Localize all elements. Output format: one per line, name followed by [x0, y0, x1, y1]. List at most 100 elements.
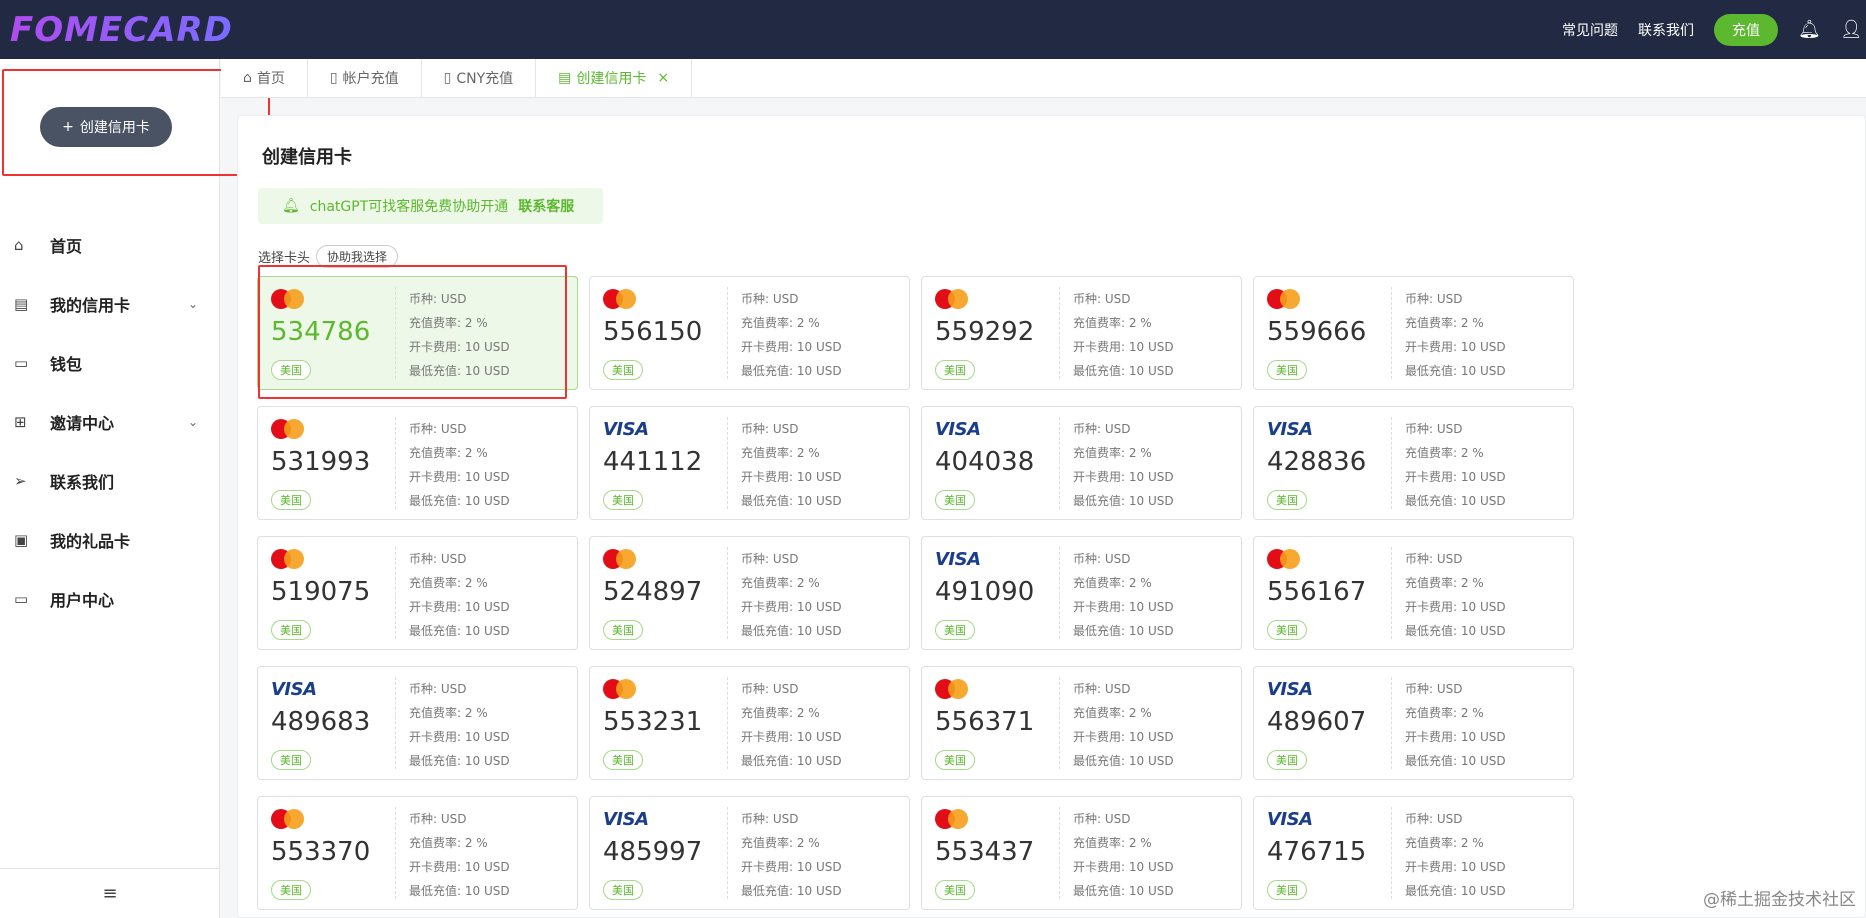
country-badge: 美国 — [935, 750, 975, 770]
mastercard-logo — [603, 289, 639, 309]
card-info: 币种: USD 充值费率: 2 % 开卡费用: 10 USD 最低充值: 10 … — [741, 287, 842, 383]
fee-label: 开卡费用: — [409, 340, 465, 354]
bin-card[interactable]: VISA 491090 美国 币种: USD 充值费率: 2 % 开卡费用: 1… — [921, 536, 1242, 650]
logo[interactable]: FOMECARD — [10, 10, 233, 50]
bin-card[interactable]: 534786 美国 币种: USD 充值费率: 2 % 开卡费用: 10 USD… — [257, 276, 578, 390]
bin-card[interactable]: VISA 476715 美国 币种: USD 充值费率: 2 % 开卡费用: 1… — [1253, 796, 1574, 910]
bin-card[interactable]: 553231 美国 币种: USD 充值费率: 2 % 开卡费用: 10 USD… — [589, 666, 910, 780]
fee-value: 10 USD — [464, 600, 510, 614]
sidebar-item[interactable]: ▤ 我的信用卡 ⌄ — [0, 274, 220, 333]
sidebar-item[interactable]: ⊞ 邀请中心 ⌄ — [0, 392, 220, 451]
bin-card[interactable]: 556167 美国 币种: USD 充值费率: 2 % 开卡费用: 10 USD… — [1253, 536, 1574, 650]
rate-label: 充值费率: — [1405, 316, 1461, 330]
contact-link[interactable]: 联系我们 — [1638, 22, 1694, 39]
sidebar-item[interactable]: ▭ 钱包 — [0, 333, 220, 392]
card-bin: 556167 — [1267, 577, 1367, 607]
close-icon[interactable]: × — [657, 70, 670, 86]
bin-card[interactable]: 556371 美国 币种: USD 充值费率: 2 % 开卡费用: 10 USD… — [921, 666, 1242, 780]
bell-icon[interactable]: 🔔︎ — [1798, 19, 1821, 40]
card-info: 币种: USD 充值费率: 2 % 开卡费用: 10 USD 最低充值: 10 … — [409, 287, 510, 383]
bin-card[interactable]: VISA 485997 美国 币种: USD 充值费率: 2 % 开卡费用: 1… — [589, 796, 910, 910]
faq-link[interactable]: 常见问题 — [1562, 22, 1618, 39]
fee-label: 开卡费用: — [1073, 730, 1129, 744]
card-info: 币种: USD 充值费率: 2 % 开卡费用: 10 USD 最低充值: 10 … — [1405, 547, 1506, 643]
sidebar-item-label: 首页 — [50, 236, 83, 256]
card-bin: 534786 — [271, 317, 371, 347]
recharge-button[interactable]: 充值 — [1714, 13, 1778, 46]
rate-value: 2 % — [1460, 706, 1484, 720]
divider — [1059, 287, 1060, 379]
card-info: 币种: USD 充值费率: 2 % 开卡费用: 10 USD 最低充值: 10 … — [1073, 417, 1174, 513]
sidebar-item[interactable]: ➢ 联系我们 — [0, 451, 220, 510]
fee-label: 开卡费用: — [1405, 600, 1461, 614]
bin-card[interactable]: 556150 美国 币种: USD 充值费率: 2 % 开卡费用: 10 USD… — [589, 276, 910, 390]
min-label: 最低充值: — [409, 754, 465, 768]
rate-value: 2 % — [1460, 836, 1484, 850]
notice-text: chatGPT可找客服免费协助开通 — [309, 199, 509, 215]
min-value: 10 USD — [796, 494, 842, 508]
fee-label: 开卡费用: — [409, 730, 465, 744]
currency-label: 币种: — [409, 682, 441, 696]
bin-card[interactable]: 519075 美国 币种: USD 充值费率: 2 % 开卡费用: 10 USD… — [257, 536, 578, 650]
tab[interactable]: ⌂ 首页 — [221, 59, 308, 97]
bin-card[interactable]: VISA 441112 美国 币种: USD 充值费率: 2 % 开卡费用: 1… — [589, 406, 910, 520]
bin-card[interactable]: VISA 428836 美国 币种: USD 充值费率: 2 % 开卡费用: 1… — [1253, 406, 1574, 520]
min-label: 最低充值: — [1405, 754, 1461, 768]
bin-card[interactable]: VISA 404038 美国 币种: USD 充值费率: 2 % 开卡费用: 1… — [921, 406, 1242, 520]
help-select-button[interactable]: 协助我选择 — [316, 245, 399, 268]
bin-card[interactable]: 524897 美国 币种: USD 充值费率: 2 % 开卡费用: 10 USD… — [589, 536, 910, 650]
tab[interactable]: ▤ 创建信用卡 × — [536, 59, 693, 97]
currency-label: 币种: — [741, 682, 773, 696]
tab[interactable]: ▯ CNY充值 — [422, 59, 537, 97]
plus-icon: + — [62, 119, 74, 135]
tab-bar: ⌂ 首页 ▯ 帐户充值 ▯ CNY充值 ▤ 创建信用卡 × — [221, 59, 1866, 98]
country-badge: 美国 — [271, 750, 311, 770]
contact-support-link[interactable]: 联系客服 — [518, 199, 575, 215]
currency-value: USD — [1436, 682, 1463, 696]
tab[interactable]: ▯ 帐户充值 — [308, 59, 422, 97]
min-label: 最低充值: — [1405, 364, 1461, 378]
currency-value: USD — [1104, 682, 1131, 696]
country-badge: 美国 — [935, 880, 975, 900]
divider — [395, 287, 396, 379]
bell-icon: 🔔︎ — [282, 198, 300, 214]
country-badge: 美国 — [1267, 750, 1307, 770]
min-value: 10 USD — [1460, 884, 1506, 898]
bin-card[interactable]: VISA 489683 美国 币种: USD 充值费率: 2 % 开卡费用: 1… — [257, 666, 578, 780]
rate-value: 2 % — [1460, 446, 1484, 460]
country-badge: 美国 — [603, 360, 643, 380]
min-value: 10 USD — [1128, 624, 1174, 638]
bin-card[interactable]: 553437 美国 币种: USD 充值费率: 2 % 开卡费用: 10 USD… — [921, 796, 1242, 910]
rate-value: 2 % — [464, 316, 488, 330]
sidebar-item[interactable]: ⌂ 首页 — [0, 215, 220, 274]
bin-card[interactable]: 531993 美国 币种: USD 充值费率: 2 % 开卡费用: 10 USD… — [257, 406, 578, 520]
currency-label: 币种: — [409, 292, 441, 306]
giftcard-icon: ▣ — [14, 530, 29, 549]
min-value: 10 USD — [1128, 494, 1174, 508]
sidebar-item[interactable]: ▭ 用户中心 — [0, 569, 220, 628]
currency-label: 币种: — [1405, 292, 1437, 306]
divider — [1391, 417, 1392, 509]
currency-value: USD — [440, 682, 467, 696]
rate-label: 充值费率: — [741, 576, 797, 590]
bin-card[interactable]: VISA 489607 美国 币种: USD 充值费率: 2 % 开卡费用: 1… — [1253, 666, 1574, 780]
currency-label: 币种: — [1073, 552, 1105, 566]
fee-value: 10 USD — [464, 340, 510, 354]
sidebar-item[interactable]: ▣ 我的礼品卡 — [0, 510, 220, 569]
fee-label: 开卡费用: — [741, 600, 797, 614]
create-card-button[interactable]: + 创建信用卡 — [40, 107, 172, 147]
min-value: 10 USD — [1128, 754, 1174, 768]
bin-card[interactable]: 553370 美国 币种: USD 充值费率: 2 % 开卡费用: 10 USD… — [257, 796, 578, 910]
user-icon[interactable]: 👤︎ — [1840, 19, 1863, 40]
min-label: 最低充值: — [741, 754, 797, 768]
bin-card[interactable]: 559666 美国 币种: USD 充值费率: 2 % 开卡费用: 10 USD… — [1253, 276, 1574, 390]
menu-icon[interactable]: ≡ — [0, 868, 220, 918]
fee-value: 10 USD — [1460, 860, 1506, 874]
card-info: 币种: USD 充值费率: 2 % 开卡费用: 10 USD 最低充值: 10 … — [1073, 287, 1174, 383]
bin-card[interactable]: 559292 美国 币种: USD 充值费率: 2 % 开卡费用: 10 USD… — [921, 276, 1242, 390]
card-bin: 531993 — [271, 447, 371, 477]
divider — [1391, 807, 1392, 899]
currency-label: 币种: — [409, 552, 441, 566]
card-bin: 553370 — [271, 837, 371, 867]
fee-value: 10 USD — [464, 860, 510, 874]
